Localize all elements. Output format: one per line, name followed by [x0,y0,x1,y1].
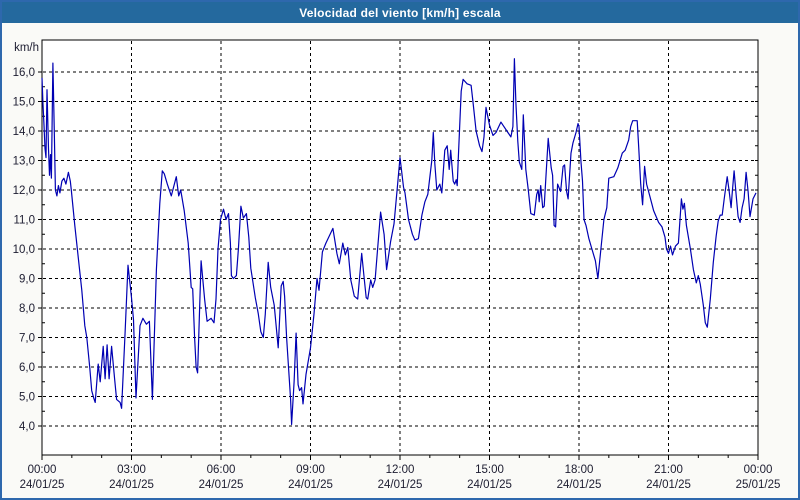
y-axis-unit: km/h [14,42,39,54]
x-tick-time: 06:00 [207,464,236,476]
x-tick-time: 00:00 [28,464,57,476]
y-tick-label: 4,0 [19,421,35,433]
x-tick-label: 06:00 24/01/25 [199,464,244,491]
x-tick-date: 24/01/25 [557,479,602,491]
x-tick-time: 15:00 [475,464,504,476]
x-tick-time: 12:00 [386,464,415,476]
x-tick-date: 24/01/25 [199,479,244,491]
y-tick-label: 8,0 [19,303,35,315]
y-tick-label: 5,0 [19,392,35,404]
x-tick-date: 24/01/25 [20,479,65,491]
x-tick-label: 00:00 25/01/25 [736,464,781,491]
x-tick-time: 03:00 [117,464,146,476]
x-tick-time: 09:00 [296,464,325,476]
x-tick-label: 09:00 24/01/25 [288,464,333,491]
x-tick-date: 24/01/25 [109,479,154,491]
x-tick-time: 00:00 [744,464,773,476]
x-tick-date: 24/01/25 [378,479,423,491]
x-tick-label: 15:00 24/01/25 [467,464,512,491]
y-tick-label: 14,0 [13,126,35,138]
y-tick-label: 13,0 [13,156,35,168]
window-title: Velocidad del viento [km/h] escala [299,5,501,20]
x-tick-label: 03:00 24/01/25 [109,464,154,491]
x-tick-time: 18:00 [565,464,594,476]
x-tick-date: 24/01/25 [467,479,512,491]
y-tick-label: 16,0 [13,67,35,79]
x-tick-label: 00:00 24/01/25 [20,464,65,491]
y-tick-label: 11,0 [13,215,35,227]
x-tick-time: 21:00 [654,464,683,476]
y-tick-label: 12,0 [13,185,35,197]
x-tick-date: 25/01/25 [736,479,781,491]
y-tick-label: 10,0 [13,244,35,256]
wind-speed-line [41,58,757,426]
y-tick-label: 6,0 [19,362,35,374]
y-tick-label: 9,0 [19,274,35,286]
x-tick-label: 18:00 24/01/25 [557,464,602,491]
y-tick-label: 7,0 [19,333,35,345]
x-tick-date: 24/01/25 [288,479,333,491]
x-tick-label: 21:00 24/01/25 [646,464,691,491]
x-tick-date: 24/01/25 [646,479,691,491]
y-tick-label: 15,0 [13,97,35,109]
window-title-bar: Velocidad del viento [km/h] escala [2,2,798,23]
x-tick-label: 12:00 24/01/25 [378,464,423,491]
